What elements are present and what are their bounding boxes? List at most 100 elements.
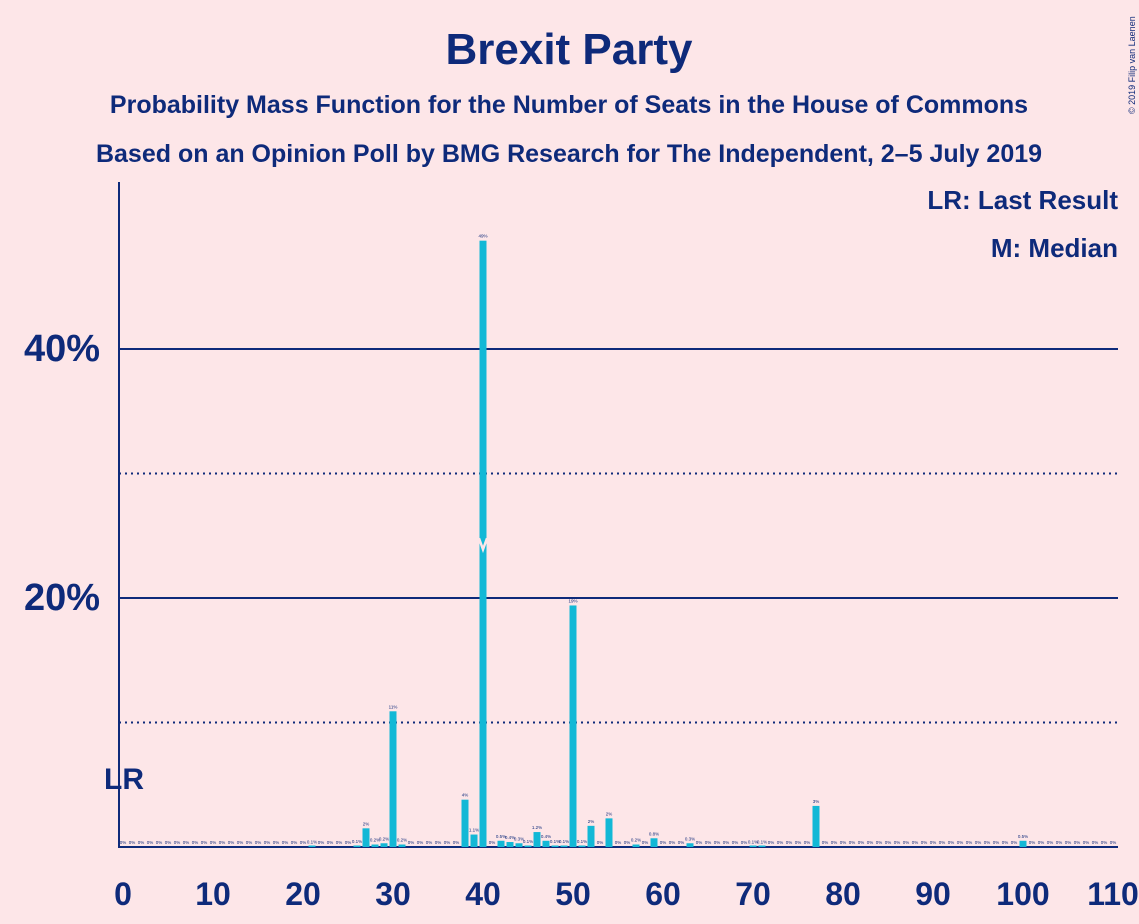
legend-last-result: LR: Last Result — [927, 185, 1118, 215]
bar-label: 0% — [975, 840, 982, 845]
bar-seat-52 — [587, 825, 595, 847]
y-tick-label: 20% — [24, 577, 100, 619]
bar-label: 0% — [1101, 840, 1108, 845]
bar-label: 0% — [174, 840, 181, 845]
chart-title: Brexit Party — [445, 25, 693, 74]
bar-seat-47 — [542, 840, 550, 847]
bar-label: 0% — [912, 840, 919, 845]
bar-label: 0% — [795, 840, 802, 845]
x-tick-label: 50 — [555, 876, 591, 912]
x-tick-label: 90 — [915, 876, 951, 912]
chart-subtitle: Probability Mass Function for the Number… — [110, 91, 1028, 119]
bar-label: 0.1% — [559, 839, 569, 844]
bar-label: 0% — [696, 840, 703, 845]
bar-label: 0% — [984, 840, 991, 845]
bar-seat-28 — [371, 844, 379, 847]
bar-label: 0% — [867, 840, 874, 845]
bar-label: 0% — [1011, 840, 1018, 845]
bar-label: 0% — [822, 840, 829, 845]
bar-seat-27 — [362, 828, 370, 847]
bar-labels: 0% 0% 0% 0% 0% 0% 0% 0% 0% 0% 0% 0% 0% 0% 0% 0% 0% 0% 0% 0%… — [120, 234, 1117, 845]
bar-label: 0% — [597, 840, 604, 845]
bar-label: 0.1% — [550, 839, 560, 844]
bar-label: 0% — [228, 840, 235, 845]
bar-label: 0% — [1047, 840, 1054, 845]
y-tick-label: 40% — [24, 328, 100, 370]
x-tick-label: 110 — [1087, 876, 1139, 912]
bar-label: 0% — [408, 840, 415, 845]
bar-seat-50 — [569, 605, 577, 847]
grid-lines — [119, 348, 1118, 724]
bar-label: 0% — [876, 840, 883, 845]
bar-label: 0% — [336, 840, 343, 845]
bar-seat-42 — [497, 840, 505, 847]
bar-label: 0% — [723, 840, 730, 845]
bar-label: 0% — [993, 840, 1000, 845]
axis-ticks: 20% 40% 0 10 20 30 40 50 60 70 80 90 100 110 — [24, 328, 1139, 912]
x-tick-label: 70 — [735, 876, 771, 912]
x-tick-label: 20 — [285, 876, 321, 912]
bar-seat-21 — [308, 845, 316, 847]
bar-label: 0% — [957, 840, 964, 845]
bar-label: 0% — [201, 840, 208, 845]
bar-seat-51 — [578, 845, 586, 847]
bar-label: 0% — [660, 840, 667, 845]
bar-label: 0.4% — [541, 834, 551, 839]
bar-label: 0% — [183, 840, 190, 845]
bar-label: 0% — [1056, 840, 1063, 845]
bar-label: 0% — [741, 840, 748, 845]
bar-label: 0% — [444, 840, 451, 845]
bar-label: 0% — [300, 840, 307, 845]
bar-label: 0% — [237, 840, 244, 845]
bar-label: 0% — [1092, 840, 1099, 845]
bar-label: 0% — [1038, 840, 1045, 845]
bar-label: 0% — [120, 840, 127, 845]
bar-label: 0.3% — [685, 836, 695, 841]
bar-label: 0% — [435, 840, 442, 845]
bar-label: 0.1% — [523, 839, 533, 844]
median-marker — [477, 537, 489, 554]
bar-label: 49% — [478, 234, 487, 239]
bars — [308, 240, 1027, 847]
x-tick-label: 10 — [195, 876, 231, 912]
bar-label: 0% — [1083, 840, 1090, 845]
bar-seat-39 — [470, 834, 478, 847]
bar-seat-26 — [353, 845, 361, 847]
bar-label: 0% — [948, 840, 955, 845]
bar-seat-30 — [389, 711, 397, 847]
bar-seat-71 — [758, 845, 766, 847]
bar-label: 0% — [264, 840, 271, 845]
bar-label: 0% — [453, 840, 460, 845]
bar-label: 0% — [642, 840, 649, 845]
bar-label: 0.1% — [352, 839, 362, 844]
x-tick-label: 60 — [645, 876, 681, 912]
bar-label: 0% — [732, 840, 739, 845]
bar-label: 0% — [678, 840, 685, 845]
x-tick-label: 80 — [825, 876, 861, 912]
bar-label: 4% — [462, 793, 469, 798]
bar-seat-38 — [461, 799, 469, 847]
bar-label: 0% — [885, 840, 892, 845]
bar-seat-43 — [506, 842, 514, 847]
bar-label: 0% — [930, 840, 937, 845]
bar-label: 0% — [165, 840, 172, 845]
bar-label: 0% — [768, 840, 775, 845]
bar-label: 0.2% — [370, 838, 380, 843]
bar-seat-46 — [533, 832, 541, 847]
bar-label: 0% — [1029, 840, 1036, 845]
bar-label: 2% — [363, 821, 370, 826]
bar-label: 0% — [894, 840, 901, 845]
bar-label: 0.5% — [496, 834, 506, 839]
bar-seat-48 — [551, 845, 559, 847]
bar-seat-40 — [479, 240, 487, 847]
bar-label: 0.2% — [397, 838, 407, 843]
bar-label: 0.5% — [1018, 834, 1028, 839]
bar-label: 0% — [669, 840, 676, 845]
bar-seat-77 — [812, 805, 820, 847]
bar-seat-57 — [632, 844, 640, 847]
bar-seat-63 — [686, 843, 694, 847]
bar-seat-54 — [605, 818, 613, 847]
bar-label: 0% — [291, 840, 298, 845]
x-tick-label: 30 — [375, 876, 411, 912]
bar-label: 0% — [246, 840, 253, 845]
